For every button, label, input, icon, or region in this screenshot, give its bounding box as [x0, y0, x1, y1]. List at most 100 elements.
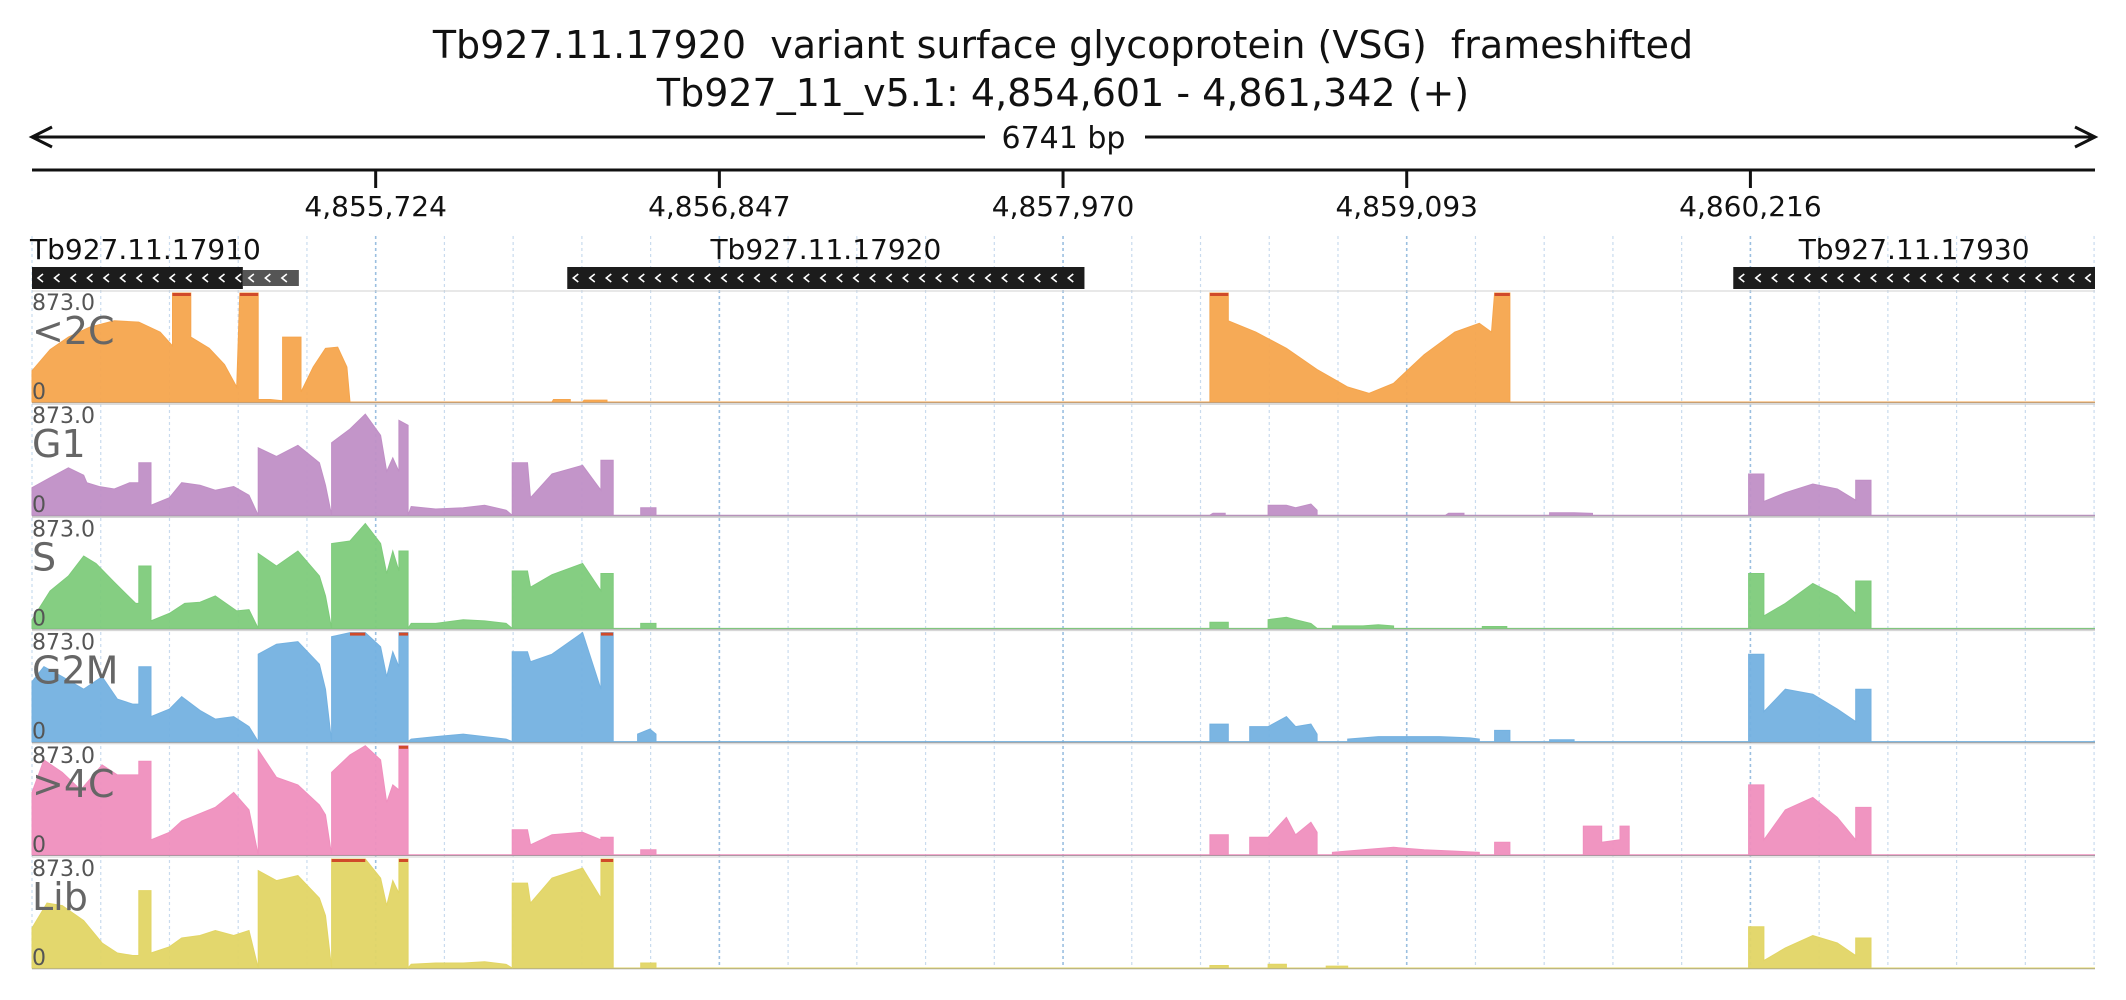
strand-chevron — [571, 273, 579, 283]
coverage-track: 873.0 0 S — [31, 516, 2095, 631]
span-indicator: 6741 bp — [28, 121, 2099, 156]
clip-marker — [398, 745, 409, 749]
strand-chevron — [703, 273, 711, 283]
strand-chevron — [1820, 273, 1828, 283]
coverage-track: 873.0 0 <2C — [31, 290, 2095, 405]
track-max-label: 873.0 — [32, 631, 95, 656]
strand-chevron — [934, 273, 942, 283]
coordinate-axis: 4,855,724 4,856,847 4,857,970 4,859,093 4,86… — [32, 168, 2095, 223]
strand-chevron — [1033, 273, 1041, 283]
strand-chevron — [1902, 273, 1910, 283]
strand-chevron — [1919, 273, 1927, 283]
track-zero-label: 0 — [32, 380, 46, 405]
strand-chevron — [69, 273, 77, 283]
track-max-label: 873.0 — [32, 291, 95, 316]
strand-chevron — [1968, 273, 1976, 283]
strand-chevron — [2084, 273, 2092, 283]
axis-tick-label: 4,860,216 — [1679, 190, 1822, 223]
strand-chevron — [621, 273, 629, 283]
track-zero-label: 0 — [32, 720, 46, 745]
coverage-area — [31, 858, 2095, 970]
strand-chevron — [1000, 273, 1008, 283]
strand-chevron — [2034, 273, 2042, 283]
clip-marker — [331, 859, 350, 862]
track-name: S — [32, 535, 56, 579]
clip-marker — [172, 293, 191, 296]
track-max-label: 873.0 — [32, 517, 95, 542]
strand-chevron — [802, 273, 810, 283]
clip-marker — [239, 293, 259, 296]
strand-chevron — [264, 273, 271, 283]
strand-chevron — [967, 273, 975, 283]
strand-chevron — [218, 273, 225, 283]
strand-chevron — [835, 273, 843, 283]
clip-marker — [349, 859, 366, 862]
track-zero-label: 0 — [32, 606, 46, 631]
strand-chevron — [86, 273, 93, 283]
strand-chevron — [720, 273, 728, 283]
gene-label: Tb927.11.17910 — [29, 233, 261, 266]
coverage-track: 873.0 0 >4C — [31, 743, 2095, 858]
strand-chevron — [901, 273, 909, 283]
track-zero-label: 0 — [32, 946, 46, 971]
span-length-label: 6741 bp — [1002, 121, 1126, 156]
strand-chevron — [36, 273, 44, 283]
coverage-track: 873.0 0 G1 — [31, 403, 2095, 518]
strand-chevron — [1935, 273, 1943, 283]
strand-chevron — [918, 273, 926, 283]
strand-chevron — [168, 273, 176, 283]
gene-body — [1733, 267, 2095, 289]
strand-chevron — [885, 273, 893, 283]
coverage-area — [31, 522, 2095, 631]
gene-track: Tb927.11.17910 Tb927.11.17920 Tb927.11.179… — [29, 233, 2095, 289]
strand-chevron — [152, 273, 159, 283]
strand-chevron — [1737, 273, 1745, 283]
coverage-track: 873.0 0 Lib — [31, 856, 2095, 971]
strand-chevron — [654, 273, 662, 283]
clip-marker — [398, 632, 409, 636]
strand-chevron — [201, 273, 209, 283]
strand-chevron — [819, 273, 827, 283]
span-arrow-right — [2074, 125, 2099, 149]
gene-label: Tb927.11.17930 — [1798, 233, 2030, 266]
clip-marker — [600, 859, 614, 862]
strand-chevron — [1050, 273, 1058, 283]
strand-chevron — [2001, 273, 2009, 283]
strand-chevron — [53, 273, 60, 283]
strand-chevron — [1985, 273, 1993, 283]
track-max-label: 873.0 — [32, 744, 95, 769]
axis-tick-label: 4,855,724 — [304, 190, 447, 223]
strand-chevron — [1770, 273, 1778, 283]
strand-chevron — [135, 273, 143, 283]
strand-chevron — [1869, 273, 1877, 283]
strand-chevron — [2067, 273, 2075, 283]
track-name: G1 — [32, 422, 86, 466]
strand-chevron — [1952, 273, 1960, 283]
strand-chevron — [102, 273, 110, 283]
track-max-label: 873.0 — [32, 404, 95, 429]
strand-chevron — [1017, 273, 1025, 283]
strand-chevron — [185, 273, 192, 283]
track-zero-label: 0 — [32, 493, 46, 518]
strand-chevron — [588, 273, 596, 283]
axis-tick-label: 4,856,847 — [648, 190, 791, 223]
gene-label: Tb927.11.17920 — [709, 233, 941, 266]
strand-chevron — [1787, 273, 1795, 283]
strand-chevron — [247, 273, 255, 283]
track-name: <2C — [32, 309, 115, 353]
strand-chevron — [637, 273, 645, 283]
track-name: >4C — [32, 762, 115, 806]
strand-chevron — [604, 273, 612, 283]
coverage-area — [31, 745, 2095, 856]
strand-chevron — [1853, 273, 1861, 283]
coverage-area — [31, 413, 2095, 517]
track-max-label: 873.0 — [32, 857, 95, 882]
clip-marker — [349, 632, 366, 636]
strand-chevron — [951, 273, 959, 283]
strand-chevron — [234, 273, 242, 283]
strand-chevron — [2018, 273, 2026, 283]
strand-chevron — [984, 273, 992, 283]
gene-body — [567, 267, 1085, 289]
span-arrow-left — [28, 125, 53, 149]
